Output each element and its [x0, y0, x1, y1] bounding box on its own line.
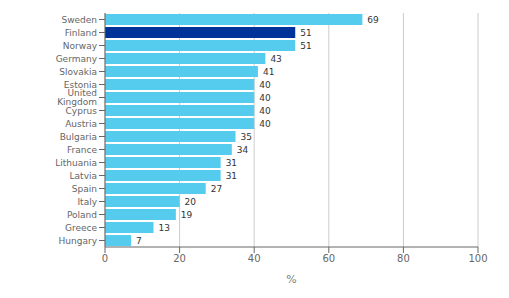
svg-text:40: 40 [259, 119, 271, 129]
svg-text:35: 35 [241, 132, 252, 142]
svg-text:Cyprus: Cyprus [66, 106, 98, 116]
svg-text:Lithuania: Lithuania [55, 158, 97, 168]
svg-text:Hungary: Hungary [59, 236, 98, 246]
svg-text:Poland: Poland [67, 210, 97, 220]
svg-text:Austria: Austria [65, 119, 97, 129]
svg-text:40: 40 [259, 106, 271, 116]
svg-text:41: 41 [263, 67, 274, 77]
svg-text:Slovakia: Slovakia [59, 67, 97, 77]
svg-text:31: 31 [226, 171, 237, 181]
svg-text:Sweden: Sweden [61, 15, 97, 25]
svg-text:Estonia: Estonia [63, 79, 97, 90]
svg-text:13: 13 [158, 223, 169, 233]
svg-text:Greece: Greece [65, 223, 97, 233]
svg-text:Bulgaria: Bulgaria [60, 132, 97, 142]
svg-text:69: 69 [367, 15, 379, 25]
svg-text:0: 0 [102, 253, 108, 264]
svg-text:43: 43 [270, 54, 281, 64]
svg-text:40: 40 [259, 93, 271, 103]
svg-text:60: 60 [322, 253, 335, 264]
svg-text:Latvia: Latvia [70, 171, 97, 181]
svg-text:34: 34 [237, 145, 249, 155]
svg-text:19: 19 [181, 210, 193, 220]
svg-text:Finland: Finland [65, 28, 97, 38]
svg-text:100: 100 [468, 253, 487, 264]
svg-text:Norway: Norway [63, 41, 98, 51]
svg-text:80: 80 [397, 253, 410, 264]
svg-text:Spain: Spain [72, 184, 97, 194]
svg-text:40: 40 [248, 253, 261, 264]
svg-text:Italy: Italy [77, 197, 97, 207]
svg-text:Germany: Germany [56, 54, 98, 64]
svg-text:%: % [286, 273, 296, 286]
svg-text:7: 7 [136, 236, 142, 246]
svg-text:51: 51 [300, 28, 311, 38]
svg-text:31: 31 [226, 158, 237, 168]
svg-text:UnitedKingdom: UnitedKingdom [57, 88, 97, 107]
svg-text:40: 40 [259, 80, 271, 90]
svg-text:20: 20 [173, 253, 186, 264]
svg-text:20: 20 [185, 197, 197, 207]
svg-text:27: 27 [211, 184, 222, 194]
svg-text:France: France [67, 145, 97, 155]
svg-text:51: 51 [300, 41, 311, 51]
